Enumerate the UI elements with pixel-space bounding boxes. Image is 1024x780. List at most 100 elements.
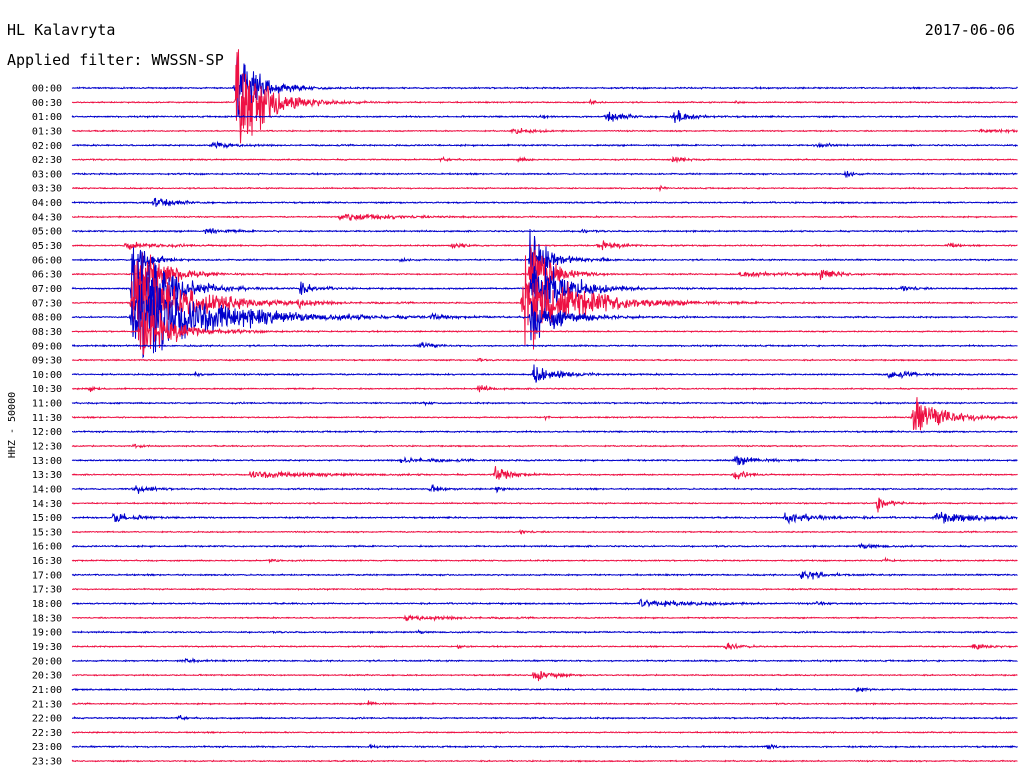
seismic-trace	[71, 49, 1018, 144]
row-time-label: 15:30	[32, 527, 62, 538]
row-time-label: 20:00	[32, 656, 62, 667]
row-time-label: 10:30	[32, 384, 62, 395]
row-time-label: 16:30	[32, 556, 62, 567]
row-time-label: 07:00	[32, 284, 62, 295]
tick-label-group: 00:00 00:30 01:00 01:30 02:00 02:30 03:00 03:30…	[32, 84, 62, 768]
seismic-trace	[71, 670, 1018, 682]
seismic-trace	[71, 170, 1018, 179]
row-time-label: 21:00	[32, 685, 62, 696]
seismic-trace	[71, 443, 1018, 450]
row-time-label: 16:00	[32, 542, 62, 553]
seismic-trace	[72, 587, 1018, 592]
seismic-trace	[71, 55, 1018, 117]
seismic-trace	[71, 309, 1018, 355]
seismic-trace	[71, 455, 1018, 466]
seismic-trace	[71, 759, 1018, 763]
seismic-trace	[71, 484, 1018, 494]
seismic-trace	[71, 364, 1018, 383]
row-time-label: 06:30	[32, 270, 62, 281]
seismic-trace	[71, 240, 1018, 251]
row-time-label: 22:00	[32, 714, 62, 725]
row-time-label: 03:00	[32, 169, 62, 180]
seismic-trace	[71, 687, 1018, 693]
row-time-label: 13:30	[32, 470, 62, 481]
row-time-label: 13:00	[32, 456, 62, 467]
row-time-label: 19:00	[32, 628, 62, 639]
seismic-trace	[71, 397, 1018, 431]
row-time-label: 18:00	[32, 599, 62, 610]
row-time-label: 19:30	[32, 642, 62, 653]
row-time-label: 09:00	[32, 341, 62, 352]
seismic-trace	[71, 155, 1018, 164]
row-time-label: 14:00	[32, 484, 62, 495]
row-time-label: 21:30	[32, 699, 62, 710]
row-time-label: 22:30	[32, 728, 62, 739]
seismic-trace	[72, 657, 1018, 664]
row-time-label: 18:30	[32, 613, 62, 624]
seismic-trace	[71, 400, 1018, 407]
row-time-label: 14:30	[32, 499, 62, 510]
seismic-trace	[71, 384, 1018, 393]
seismic-trace	[72, 184, 1018, 193]
row-time-label: 03:30	[32, 184, 62, 195]
row-time-label: 17:30	[32, 585, 62, 596]
recording-date: 2017-06-06	[924, 21, 1015, 39]
seismic-trace	[71, 570, 1018, 580]
row-time-label: 05:00	[32, 227, 62, 238]
seismic-trace	[71, 730, 1018, 735]
row-time-label: 00:30	[32, 98, 62, 109]
seismic-trace	[71, 127, 1018, 135]
station-name: HL Kalavryta	[7, 21, 116, 39]
seismic-trace	[71, 341, 1018, 349]
seismic-trace	[71, 700, 1018, 706]
seismic-trace	[71, 614, 1018, 622]
row-time-label: 23:30	[32, 757, 62, 768]
row-time-label: 15:00	[32, 513, 62, 524]
seismic-trace	[72, 213, 1018, 222]
seismic-trace	[71, 277, 1018, 359]
row-time-label: 09:30	[32, 356, 62, 367]
seismic-trace	[71, 511, 1018, 525]
seismic-trace	[71, 357, 1018, 362]
row-time-label: 12:00	[32, 427, 62, 438]
row-time-label: 05:30	[32, 241, 62, 252]
seismic-trace	[71, 542, 1018, 550]
row-time-label: 08:00	[32, 313, 62, 324]
seismic-trace	[71, 556, 1018, 564]
channel-label: HHZ - 50000	[7, 392, 18, 458]
row-time-label: 08:30	[32, 327, 62, 338]
row-time-label: 23:00	[32, 742, 62, 753]
seismic-trace	[72, 429, 1018, 434]
row-time-label: 06:00	[32, 255, 62, 266]
row-time-label: 11:00	[32, 399, 62, 410]
seismic-trace	[71, 743, 1018, 750]
row-time-label: 12:30	[32, 442, 62, 453]
seismic-trace	[71, 227, 1018, 235]
seismic-trace	[71, 140, 1018, 150]
row-time-label: 01:30	[32, 126, 62, 137]
row-time-label: 17:00	[32, 570, 62, 581]
seismic-trace	[71, 642, 1018, 650]
trace-group	[71, 49, 1018, 763]
seismic-trace	[71, 197, 1018, 207]
seismic-trace	[71, 528, 1018, 536]
seismic-trace	[71, 255, 1018, 350]
seismic-trace	[71, 598, 1018, 608]
seismic-trace	[71, 629, 1018, 635]
row-time-label: 04:30	[32, 212, 62, 223]
seismic-trace	[71, 466, 1018, 480]
seismic-trace	[71, 497, 1018, 513]
row-time-label: 07:30	[32, 298, 62, 309]
row-time-label: 00:00	[32, 84, 62, 95]
row-time-label: 02:00	[32, 141, 62, 152]
row-time-label: 10:00	[32, 370, 62, 381]
seismic-trace	[71, 247, 1018, 303]
row-time-label: 04:00	[32, 198, 62, 209]
seismic-trace	[71, 714, 1018, 721]
filter-label: Applied filter: WWSSN-SP	[7, 51, 224, 69]
row-time-label: 01:00	[32, 112, 62, 123]
row-time-label: 02:30	[32, 155, 62, 166]
seismic-trace	[71, 110, 1018, 123]
row-time-label: 11:30	[32, 413, 62, 424]
